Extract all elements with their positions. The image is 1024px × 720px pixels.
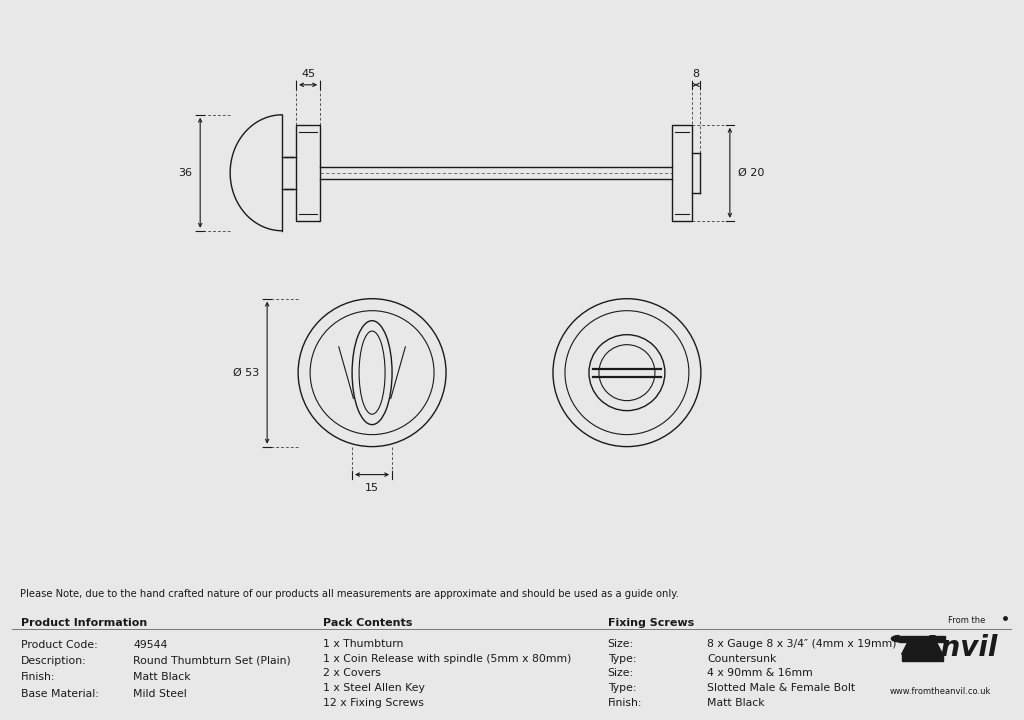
Text: Product Information: Product Information (22, 618, 147, 628)
Polygon shape (901, 642, 942, 654)
Text: 2 x Covers: 2 x Covers (323, 668, 381, 678)
Text: Ø 20: Ø 20 (738, 168, 764, 178)
Text: From the: From the (948, 616, 985, 626)
Text: 15: 15 (366, 482, 379, 492)
Text: Pack Contents: Pack Contents (323, 618, 413, 628)
Text: 1 x Steel Allen Key: 1 x Steel Allen Key (323, 683, 425, 693)
Text: 1 x Thumbturn: 1 x Thumbturn (323, 639, 403, 649)
Text: 45: 45 (301, 69, 315, 78)
Text: Product Code:: Product Code: (22, 640, 98, 650)
Bar (672, 125, 692, 221)
Text: 36: 36 (178, 168, 193, 178)
Polygon shape (892, 636, 899, 642)
Text: Size:: Size: (607, 668, 634, 678)
Polygon shape (901, 654, 942, 661)
Polygon shape (899, 636, 945, 642)
Text: Ø 53: Ø 53 (232, 368, 259, 378)
Text: Countersunk: Countersunk (708, 654, 776, 664)
Text: Fixing Screws: Fixing Screws (607, 618, 694, 628)
Text: 4 x 90mm & 16mm: 4 x 90mm & 16mm (708, 668, 813, 678)
Text: Anvil: Anvil (920, 634, 998, 662)
Text: Base Material:: Base Material: (22, 689, 99, 699)
Text: www.fromtheanvil.co.uk: www.fromtheanvil.co.uk (890, 688, 991, 696)
Text: 12 x Fixing Screws: 12 x Fixing Screws (323, 698, 424, 708)
Text: Finish:: Finish: (607, 698, 642, 708)
Text: Round Thumbturn Set (Plain): Round Thumbturn Set (Plain) (133, 656, 291, 665)
Text: Type:: Type: (607, 654, 636, 664)
Text: 1 x Coin Release with spindle (5mm x 80mm): 1 x Coin Release with spindle (5mm x 80m… (323, 654, 571, 664)
Text: Description:: Description: (22, 656, 87, 665)
Text: 8: 8 (692, 69, 699, 78)
Text: Matt Black: Matt Black (133, 672, 190, 683)
Text: Slotted Male & Female Bolt: Slotted Male & Female Bolt (708, 683, 855, 693)
Text: Please Note, due to the hand crafted nature of our products all measurements are: Please Note, due to the hand crafted nat… (20, 589, 679, 599)
Text: Mild Steel: Mild Steel (133, 689, 186, 699)
Text: Finish:: Finish: (22, 672, 56, 683)
Text: Matt Black: Matt Black (708, 698, 765, 708)
Text: 49544: 49544 (133, 640, 168, 650)
Text: 8 x Gauge 8 x 3/4″ (4mm x 19mm): 8 x Gauge 8 x 3/4″ (4mm x 19mm) (708, 639, 897, 649)
Bar (296, 125, 321, 221)
Text: Size:: Size: (607, 639, 634, 649)
Text: Type:: Type: (607, 683, 636, 693)
